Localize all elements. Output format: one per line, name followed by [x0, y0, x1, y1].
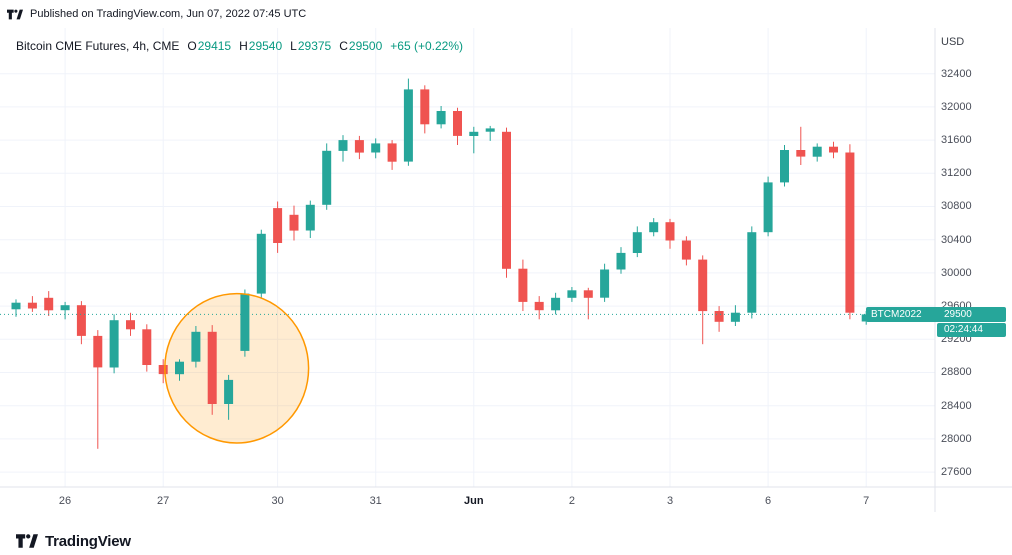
price-flag-value: 29500	[944, 308, 972, 320]
ohlc-high: H 29540	[239, 39, 282, 53]
price-tick-label: 30000	[941, 266, 972, 279]
time-tick-label: 31	[369, 495, 382, 507]
close-value: 29500	[348, 39, 383, 53]
price-tick-label: 30400	[941, 233, 972, 246]
change-value: +65 (+0.22%)	[390, 39, 463, 53]
price-tick-label: 28400	[941, 399, 972, 412]
ohlc-close: C 29500	[339, 39, 382, 53]
tradingview-wordmark[interactable]: TradingView	[45, 532, 131, 550]
ohlc-open: O 29415	[187, 39, 231, 53]
price-tick-label: 28000	[941, 432, 972, 445]
published-bar: Published on TradingView.com, Jun 07, 20…	[0, 0, 1012, 28]
tradingview-logo-icon	[7, 9, 23, 20]
price-flag-symbol: BTCM2022	[871, 308, 922, 320]
published-text: Published on TradingView.com, Jun 07, 20…	[30, 8, 307, 20]
price-tick-label: 28800	[941, 366, 972, 379]
price-tick-label: 30800	[941, 200, 972, 213]
low-value: 29375	[297, 39, 332, 53]
high-value: 29540	[248, 39, 283, 53]
footer: TradingView	[0, 527, 1012, 555]
time-tick-label: 7	[863, 495, 870, 507]
time-tick-label: 26	[58, 495, 72, 507]
price-tick-label: 27600	[941, 466, 972, 479]
last-price-flag: BTCM2022 29500	[866, 306, 1006, 322]
time-tick-label: 3	[666, 495, 674, 507]
high-label: H	[239, 39, 248, 53]
currency-label: USD	[941, 36, 965, 48]
time-tick-label: 2	[568, 495, 575, 507]
time-tick-label: 30	[271, 495, 284, 507]
price-tick-label: 31600	[941, 134, 972, 147]
tradingview-logo-icon	[16, 534, 38, 548]
bar-countdown: 02:24:44	[937, 322, 1006, 337]
price-tick-label: 32400	[941, 67, 972, 80]
time-tick-label: 27	[157, 495, 170, 507]
low-label: L	[290, 39, 297, 53]
symbol-title[interactable]: Bitcoin CME Futures, 4h, CME	[16, 39, 180, 53]
ohlc-low: L 29375	[290, 39, 331, 53]
open-value: 29415	[197, 39, 232, 53]
price-tick-label: 31200	[941, 167, 972, 180]
close-label: C	[339, 39, 348, 53]
chart-legend: Bitcoin CME Futures, 4h, CME O 29415 H 295…	[16, 39, 463, 53]
open-label: O	[187, 39, 197, 53]
time-tick-label: Jun	[464, 495, 484, 507]
price-tick-label: 32000	[941, 100, 972, 113]
time-tick-label: 6	[765, 495, 772, 507]
